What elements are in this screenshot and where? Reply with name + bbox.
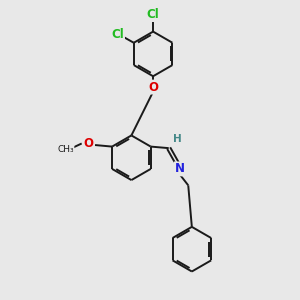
Text: O: O [83,137,93,150]
Text: Cl: Cl [147,8,160,21]
Text: N: N [175,162,184,176]
Text: O: O [148,81,158,94]
Text: Cl: Cl [111,28,124,40]
Text: CH₃: CH₃ [57,145,74,154]
Text: H: H [173,134,182,144]
